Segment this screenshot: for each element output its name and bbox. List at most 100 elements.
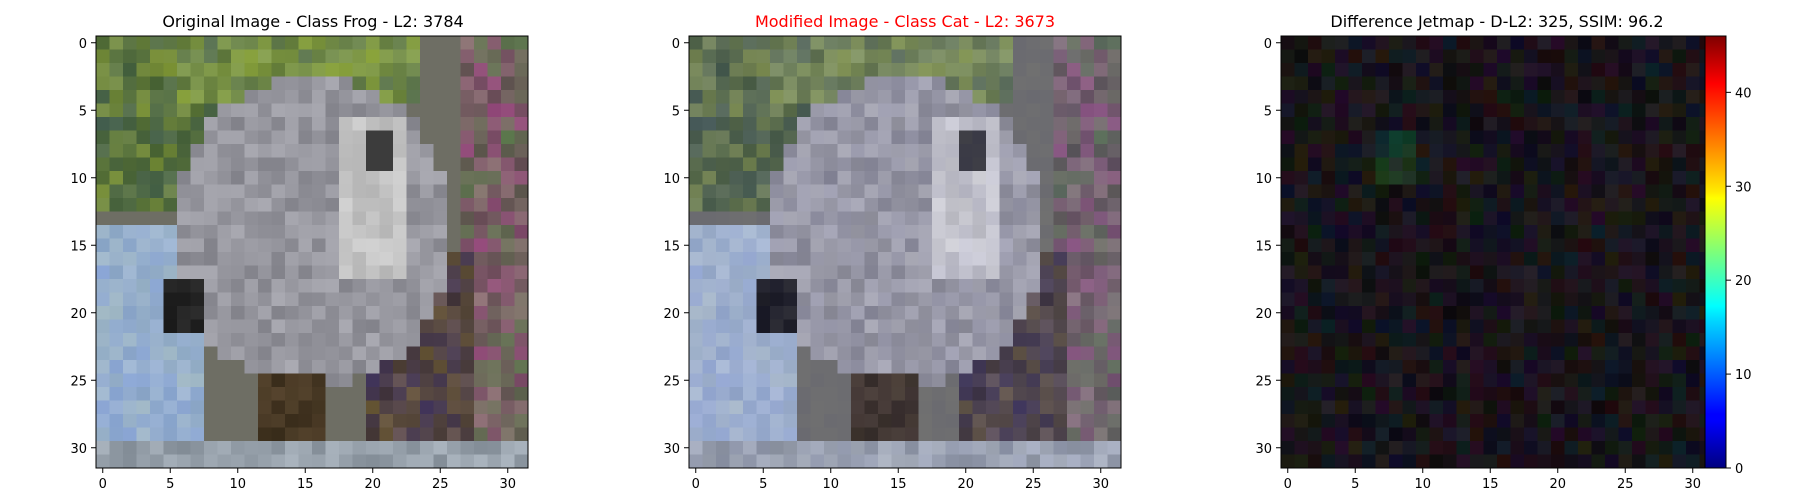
- pixel-cell: [810, 238, 825, 253]
- x-tick-label: 10: [229, 477, 246, 492]
- pixel-cell: [702, 238, 717, 253]
- pixel-cell: [1578, 373, 1592, 388]
- pixel-cell: [1470, 373, 1484, 388]
- pixel-cell: [487, 373, 502, 388]
- pixel-cell: [231, 346, 245, 361]
- pixel-cell: [743, 387, 757, 401]
- pixel-cell: [298, 49, 313, 64]
- pixel-cell: [1632, 130, 1646, 145]
- pixel-cell: [716, 184, 730, 199]
- pixel-cell: [123, 63, 137, 77]
- pixel-cell: [1443, 117, 1457, 131]
- pixel-cell: [150, 157, 164, 172]
- pixel-cell: [447, 198, 461, 212]
- pixel-cell: [1362, 117, 1376, 131]
- pixel-cell: [366, 427, 380, 442]
- pixel-cell: [1389, 171, 1403, 185]
- pixel-cell: [204, 454, 218, 469]
- pixel-cell: [285, 306, 299, 320]
- pixel-cell: [136, 157, 151, 172]
- pixel-cell: [136, 400, 151, 415]
- pixel-cell: [986, 36, 1000, 50]
- pixel-cell: [1402, 306, 1417, 320]
- pixel-cell: [163, 76, 178, 91]
- pixel-cell: [1483, 90, 1498, 104]
- pixel-cell: [109, 319, 124, 334]
- pixel-cell: [96, 427, 110, 442]
- pixel-cell: [1375, 387, 1390, 401]
- pixel-cell: [1053, 198, 1068, 212]
- pixel-cell: [244, 184, 259, 199]
- pixel-cell: [1040, 238, 1054, 253]
- pixel-cell: [972, 238, 987, 253]
- pixel-cell: [702, 306, 717, 320]
- pixel-cell: [474, 184, 488, 199]
- pixel-cell: [136, 225, 151, 239]
- pixel-cell: [1524, 292, 1538, 307]
- pixel-cell: [123, 387, 137, 401]
- pixel-cell: [824, 103, 838, 118]
- pixel-cell: [487, 130, 502, 145]
- pixel-cell: [1080, 333, 1095, 347]
- pixel-cell: [1686, 238, 1700, 253]
- y-tick-label: 30: [663, 442, 680, 457]
- pixel-cell: [932, 63, 946, 77]
- pixel-cell: [824, 414, 838, 428]
- pixel-cell: [406, 117, 421, 131]
- pixel-cell: [1632, 198, 1646, 212]
- pixel-cell: [1632, 117, 1646, 131]
- pixel-cell: [905, 441, 919, 455]
- pixel-cell: [163, 103, 178, 118]
- pixel-cell: [729, 211, 744, 226]
- pixel-cell: [986, 171, 1000, 185]
- pixel-cell: [1094, 103, 1108, 118]
- pixel-cell: [1456, 279, 1471, 293]
- pixel-cell: [190, 265, 205, 280]
- pixel-cell: [163, 292, 178, 307]
- pixel-cell: [878, 144, 892, 158]
- pixel-cell: [177, 103, 191, 118]
- pixel-cell: [514, 225, 529, 239]
- pixel-cell: [1591, 49, 1606, 64]
- pixel-cell: [1564, 427, 1579, 442]
- pixel-cell: [743, 117, 757, 131]
- pixel-cell: [487, 63, 502, 77]
- pixel-cell: [393, 103, 407, 118]
- pixel-cell: [972, 103, 987, 118]
- pixel-cell: [1040, 63, 1054, 77]
- pixel-cell: [325, 319, 340, 334]
- pixel-cell: [231, 211, 245, 226]
- pixel-cell: [1389, 387, 1403, 401]
- pixel-cell: [1067, 76, 1081, 91]
- pixel-cell: [366, 400, 380, 415]
- pixel-cell: [1645, 103, 1660, 118]
- pixel-cell: [1659, 346, 1673, 361]
- pixel-cell: [1026, 387, 1041, 401]
- pixel-cell: [1281, 292, 1295, 307]
- pixel-cell: [1013, 279, 1027, 293]
- x-tick-label: 0: [692, 477, 700, 492]
- pixel-cell: [1645, 184, 1660, 199]
- pixel-cell: [1618, 211, 1633, 226]
- pixel-cell: [864, 36, 879, 50]
- pixel-cell: [1605, 454, 1619, 469]
- pixel-cell: [770, 454, 784, 469]
- pixel-cell: [447, 454, 461, 469]
- pixel-cell: [1564, 265, 1579, 280]
- pixel-cell: [109, 90, 124, 104]
- pixel-cell: [204, 117, 218, 131]
- pixel-cell: [190, 117, 205, 131]
- pixel-cell: [1591, 171, 1606, 185]
- pixel-cell: [109, 333, 124, 347]
- pixel-cell: [945, 360, 960, 374]
- pixel-cell: [406, 63, 421, 77]
- pixel-cell: [258, 346, 272, 361]
- pixel-cell: [689, 279, 703, 293]
- pixel-cell: [1686, 292, 1700, 307]
- pixel-cell: [1497, 238, 1511, 253]
- pixel-cell: [999, 171, 1014, 185]
- pixel-cell: [1618, 49, 1633, 64]
- pixel-cell: [487, 90, 502, 104]
- pixel-cell: [945, 427, 960, 442]
- pixel-cell: [339, 414, 353, 428]
